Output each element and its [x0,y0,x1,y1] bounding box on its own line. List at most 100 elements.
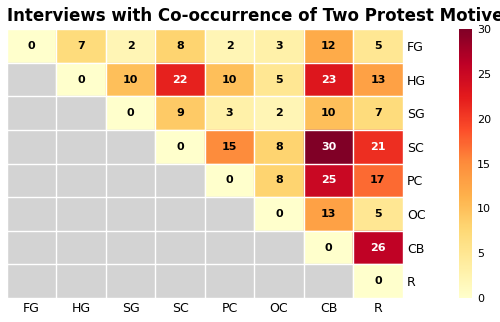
Bar [7,197,56,231]
Bar [353,231,403,264]
Bar [106,96,156,130]
Text: 25: 25 [321,175,336,185]
Bar [106,130,156,164]
Bar [205,63,254,96]
Bar [56,231,106,264]
Text: 10: 10 [321,108,336,118]
Bar [205,29,254,63]
Text: 0: 0 [176,142,184,152]
Text: 0: 0 [324,242,332,252]
Text: 17: 17 [370,175,386,185]
Text: 0: 0 [374,276,382,286]
Bar [304,29,353,63]
Bar [205,96,254,130]
Text: 2: 2 [226,41,234,51]
Bar [353,264,403,298]
Bar [56,164,106,197]
Bar [106,231,156,264]
Text: 26: 26 [370,242,386,252]
Text: 13: 13 [370,75,386,85]
Bar [156,130,205,164]
Bar [106,29,156,63]
Bar [304,63,353,96]
Bar [254,63,304,96]
Bar [353,63,403,96]
Bar [56,96,106,130]
Bar [304,130,353,164]
Text: 7: 7 [374,108,382,118]
Bar [7,164,56,197]
Bar [156,264,205,298]
Text: 5: 5 [374,209,382,219]
Bar [7,29,56,63]
Bar [353,197,403,231]
Bar [56,197,106,231]
Text: 9: 9 [176,108,184,118]
Bar [7,130,56,164]
Bar [254,231,304,264]
Text: 3: 3 [275,41,283,51]
Bar [205,130,254,164]
Bar [7,63,56,96]
Bar [304,164,353,197]
Bar [156,63,205,96]
Text: 8: 8 [176,41,184,51]
Text: Interviews with Co-occurrence of Two Protest Motives: Interviews with Co-occurrence of Two Pro… [7,7,500,25]
Bar [7,264,56,298]
Bar [106,264,156,298]
Bar [7,231,56,264]
Bar [7,96,56,130]
Text: 21: 21 [370,142,386,152]
Bar [106,197,156,231]
Text: 8: 8 [275,175,283,185]
Bar [205,164,254,197]
Bar [304,197,353,231]
Text: 15: 15 [222,142,237,152]
Bar [254,264,304,298]
Text: 0: 0 [28,41,36,51]
Text: 8: 8 [275,142,283,152]
Bar [254,96,304,130]
Bar [156,231,205,264]
Text: 13: 13 [321,209,336,219]
Bar [156,164,205,197]
Bar [304,264,353,298]
Bar [205,264,254,298]
Text: 10: 10 [123,75,138,85]
Bar [56,130,106,164]
Bar [304,96,353,130]
Text: 5: 5 [374,41,382,51]
Text: 22: 22 [172,75,188,85]
Bar [353,29,403,63]
Bar [56,264,106,298]
Bar [156,96,205,130]
Bar [254,29,304,63]
Text: 10: 10 [222,75,237,85]
Bar [56,29,106,63]
Bar [353,130,403,164]
Text: 0: 0 [127,108,134,118]
Bar [353,96,403,130]
Text: 2: 2 [126,41,134,51]
Text: 12: 12 [320,41,336,51]
Bar [254,197,304,231]
Bar [156,29,205,63]
Bar [353,164,403,197]
Bar [205,197,254,231]
Text: 5: 5 [275,75,283,85]
Text: 0: 0 [275,209,283,219]
Bar [304,231,353,264]
Bar [56,63,106,96]
Text: 23: 23 [321,75,336,85]
Text: 0: 0 [226,175,234,185]
Text: 2: 2 [275,108,283,118]
Bar [205,231,254,264]
Bar [254,164,304,197]
Text: 3: 3 [226,108,234,118]
Bar [156,197,205,231]
Bar [106,63,156,96]
Bar [254,130,304,164]
Text: 7: 7 [78,41,85,51]
Text: 30: 30 [321,142,336,152]
Bar [106,164,156,197]
